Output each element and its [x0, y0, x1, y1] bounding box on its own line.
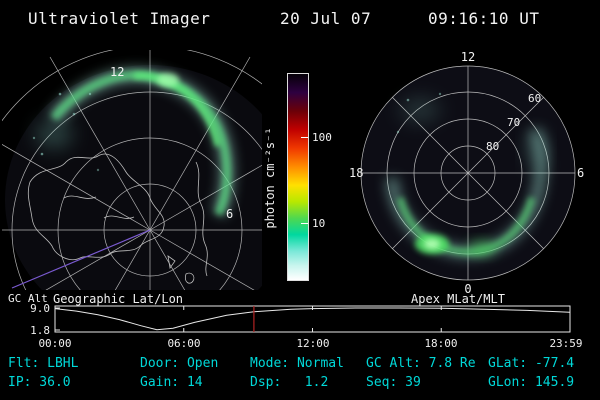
app-title: Ultraviolet Imager [28, 9, 211, 28]
status-glon: GLon: 145.9 [488, 375, 575, 390]
status-door: Door: Open [140, 356, 219, 371]
right-panel-caption: Apex MLat/MLT [411, 292, 505, 306]
strip-chart-ticks [55, 306, 442, 332]
colorbar-tick-mark-100 [301, 137, 308, 138]
xtick-1800: 18:00 [424, 337, 458, 350]
colorbar-tick-100: 100 [312, 131, 332, 144]
altitude-strip-chart [54, 305, 571, 333]
left-panel-caption: Geographic Lat/Lon [52, 292, 184, 306]
colorbar-label: photon cm⁻²s⁻¹ [263, 127, 277, 229]
status-filter: Flt: LBHL [8, 356, 79, 371]
status-glat: GLat: -77.4 [488, 356, 575, 371]
aurora-emission-mlt [385, 92, 548, 259]
status-gc-alt: GC Alt: 7.8 Re [366, 356, 476, 371]
geo-disk-background [5, 65, 262, 290]
status-dsp: Dsp: 1.2 [250, 375, 329, 390]
xtick-0000: 00:00 [38, 337, 72, 350]
ytick-9: 9.0 [30, 302, 50, 315]
colorbar [287, 73, 309, 281]
status-seq: Seq: 39 [366, 375, 421, 390]
geographic-panel: 12 6 [2, 50, 262, 290]
colorbar-tick-10: 10 [312, 217, 326, 230]
xtick-0600: 06:00 [167, 337, 201, 350]
mlt-0-label: 0 [464, 282, 471, 296]
mlt-6-label: 6 [577, 166, 584, 180]
altitude-curve [54, 307, 570, 331]
mlat-mlt-panel: 12 0 18 6 60 70 80 [349, 50, 584, 296]
geographic-grid [2, 50, 262, 290]
orbit-track-line [11, 229, 151, 289]
colorbar-gradient [288, 74, 308, 280]
status-mode: Mode: Normal [250, 356, 344, 371]
status-gain: Gain: 14 [140, 375, 203, 390]
strip-chart-ylabel: GC Alt [8, 292, 48, 305]
aurora-emission-geo [32, 67, 235, 218]
geo-mlt-6-label: 6 [226, 207, 233, 221]
xtick-1200: 12:00 [296, 337, 330, 350]
coastline [27, 153, 208, 284]
mlt-12-label: 12 [461, 50, 475, 64]
mlat-80-label: 80 [486, 140, 499, 153]
mlt-18-label: 18 [349, 166, 363, 180]
status-ip: IP: 36.0 [8, 375, 71, 390]
mlat-60-label: 60 [528, 92, 541, 105]
colorbar-tick-mark-10 [301, 223, 308, 224]
mlt-grid [360, 65, 576, 281]
xtick-2359: 23:59 [549, 337, 583, 350]
mlat-70-label: 70 [507, 116, 520, 129]
date-label: 20 Jul 07 [280, 9, 372, 28]
time-label: 09:16:10 UT [428, 9, 540, 28]
ytick-1-8: 1.8 [30, 324, 50, 337]
geo-mlt-12-label: 12 [110, 65, 124, 79]
